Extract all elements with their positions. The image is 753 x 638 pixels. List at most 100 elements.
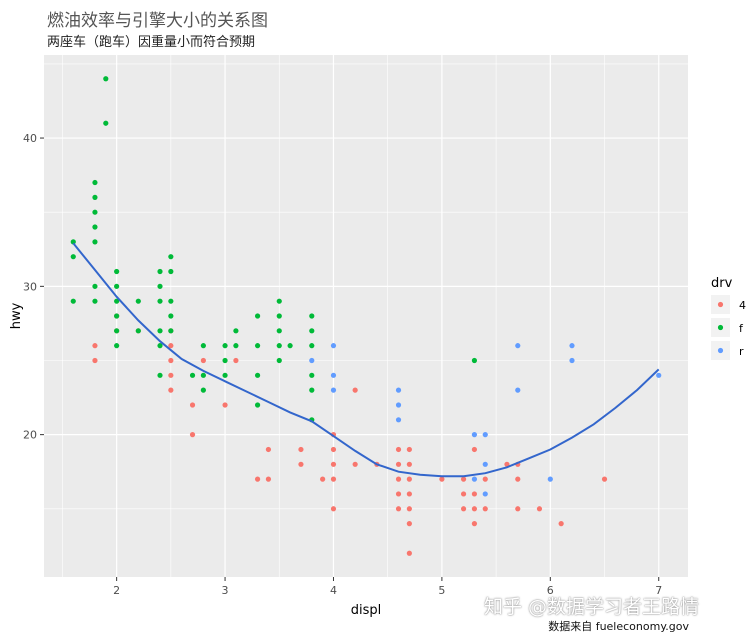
- legend: drv 4 fr: [711, 276, 746, 360]
- point-drv-f: [168, 298, 174, 304]
- x-axis: 2 3 4 5 6 7: [113, 577, 662, 597]
- point-drv-f: [254, 402, 261, 408]
- point-drv-4: [92, 343, 98, 349]
- point-drv-4: [298, 446, 304, 453]
- point-drv-f: [157, 298, 163, 304]
- y-tick-label: 30: [23, 280, 37, 293]
- x-tick-label: 6: [547, 584, 554, 597]
- point-drv-r: [471, 432, 478, 438]
- point-drv-f: [135, 328, 141, 334]
- point-drv-4: [439, 476, 445, 482]
- point-drv-f: [168, 313, 174, 319]
- point-drv-4: [395, 461, 402, 467]
- point-drv-4: [460, 476, 467, 482]
- point-drv-f: [92, 194, 98, 200]
- point-drv-f: [157, 328, 163, 334]
- point-drv-f: [114, 328, 120, 334]
- point-drv-r: [395, 417, 402, 423]
- point-drv-f: [114, 298, 120, 304]
- data-points: [70, 76, 662, 556]
- point-drv-r: [656, 372, 662, 378]
- point-drv-4: [471, 491, 478, 497]
- point-drv-f: [222, 343, 228, 349]
- point-drv-4: [298, 461, 304, 467]
- point-drv-r: [569, 343, 575, 349]
- point-drv-4: [460, 506, 467, 512]
- point-drv-4: [233, 357, 239, 364]
- point-drv-f: [70, 254, 76, 260]
- watermark: 知乎 @数据学习者王路情: [484, 596, 700, 618]
- x-tick-label: 5: [438, 584, 445, 597]
- point-drv-4: [352, 387, 358, 393]
- x-tick-label: 7: [655, 584, 662, 597]
- point-drv-4: [189, 432, 196, 438]
- point-drv-r: [482, 432, 488, 438]
- point-drv-r: [395, 387, 402, 393]
- point-drv-f: [276, 357, 282, 364]
- point-drv-r: [515, 343, 521, 349]
- point-drv-f: [276, 298, 282, 304]
- chart-caption: 数据来自 fueleconomy.gov: [548, 620, 689, 633]
- point-drv-4: [558, 521, 564, 527]
- point-drv-4: [330, 461, 337, 467]
- point-drv-f: [471, 357, 478, 364]
- point-drv-f: [233, 343, 239, 349]
- x-tick-label: 4: [330, 584, 337, 597]
- point-drv-f: [168, 254, 174, 260]
- legend-key-r: [717, 347, 724, 354]
- point-drv-r: [482, 491, 488, 497]
- point-drv-4: [395, 506, 402, 512]
- point-drv-f: [92, 239, 98, 245]
- point-drv-f: [157, 268, 163, 275]
- point-drv-f: [92, 179, 98, 186]
- point-drv-f: [200, 372, 206, 378]
- point-drv-f: [70, 239, 76, 245]
- x-tick-label: 2: [113, 584, 120, 597]
- point-drv-f: [114, 313, 120, 319]
- point-drv-4: [92, 357, 98, 364]
- legend-label-f: f: [739, 322, 744, 335]
- point-drv-f: [222, 357, 228, 364]
- plot-panel: [44, 55, 688, 577]
- point-drv-4: [471, 446, 478, 453]
- point-drv-4: [406, 521, 412, 527]
- point-drv-f: [309, 343, 315, 349]
- point-drv-f: [92, 209, 98, 215]
- point-drv-4: [352, 461, 358, 467]
- point-drv-f: [200, 343, 206, 349]
- legend-label-r: r: [739, 345, 744, 358]
- point-drv-f: [276, 328, 282, 334]
- point-drv-4: [320, 476, 326, 482]
- point-drv-4: [406, 461, 412, 467]
- point-drv-r: [330, 343, 337, 349]
- point-drv-f: [168, 268, 174, 275]
- legend-key-f: [717, 324, 724, 331]
- point-drv-4: [330, 506, 337, 512]
- point-drv-r: [482, 461, 488, 467]
- point-drv-f: [70, 298, 76, 304]
- point-drv-f: [254, 343, 261, 349]
- point-drv-4: [189, 402, 196, 408]
- point-drv-f: [309, 313, 315, 319]
- point-drv-f: [168, 328, 174, 334]
- point-drv-f: [157, 372, 163, 378]
- y-tick-label: 40: [23, 132, 37, 145]
- point-drv-f: [276, 313, 282, 319]
- chart-title: 燃油效率与引擎大小的关系图: [47, 11, 268, 31]
- point-drv-4: [601, 476, 608, 482]
- point-drv-f: [309, 328, 315, 334]
- point-drv-4: [460, 491, 467, 497]
- point-drv-r: [547, 476, 553, 482]
- point-drv-4: [406, 491, 412, 497]
- point-drv-f: [135, 298, 141, 304]
- point-drv-f: [309, 372, 315, 378]
- point-drv-r: [309, 357, 315, 364]
- point-drv-4: [536, 506, 543, 512]
- point-drv-4: [330, 476, 337, 482]
- grid-minor: [44, 55, 688, 577]
- point-drv-f: [103, 76, 109, 82]
- x-tick-label: 3: [222, 584, 229, 597]
- point-drv-4: [515, 506, 521, 512]
- point-drv-4: [482, 506, 488, 512]
